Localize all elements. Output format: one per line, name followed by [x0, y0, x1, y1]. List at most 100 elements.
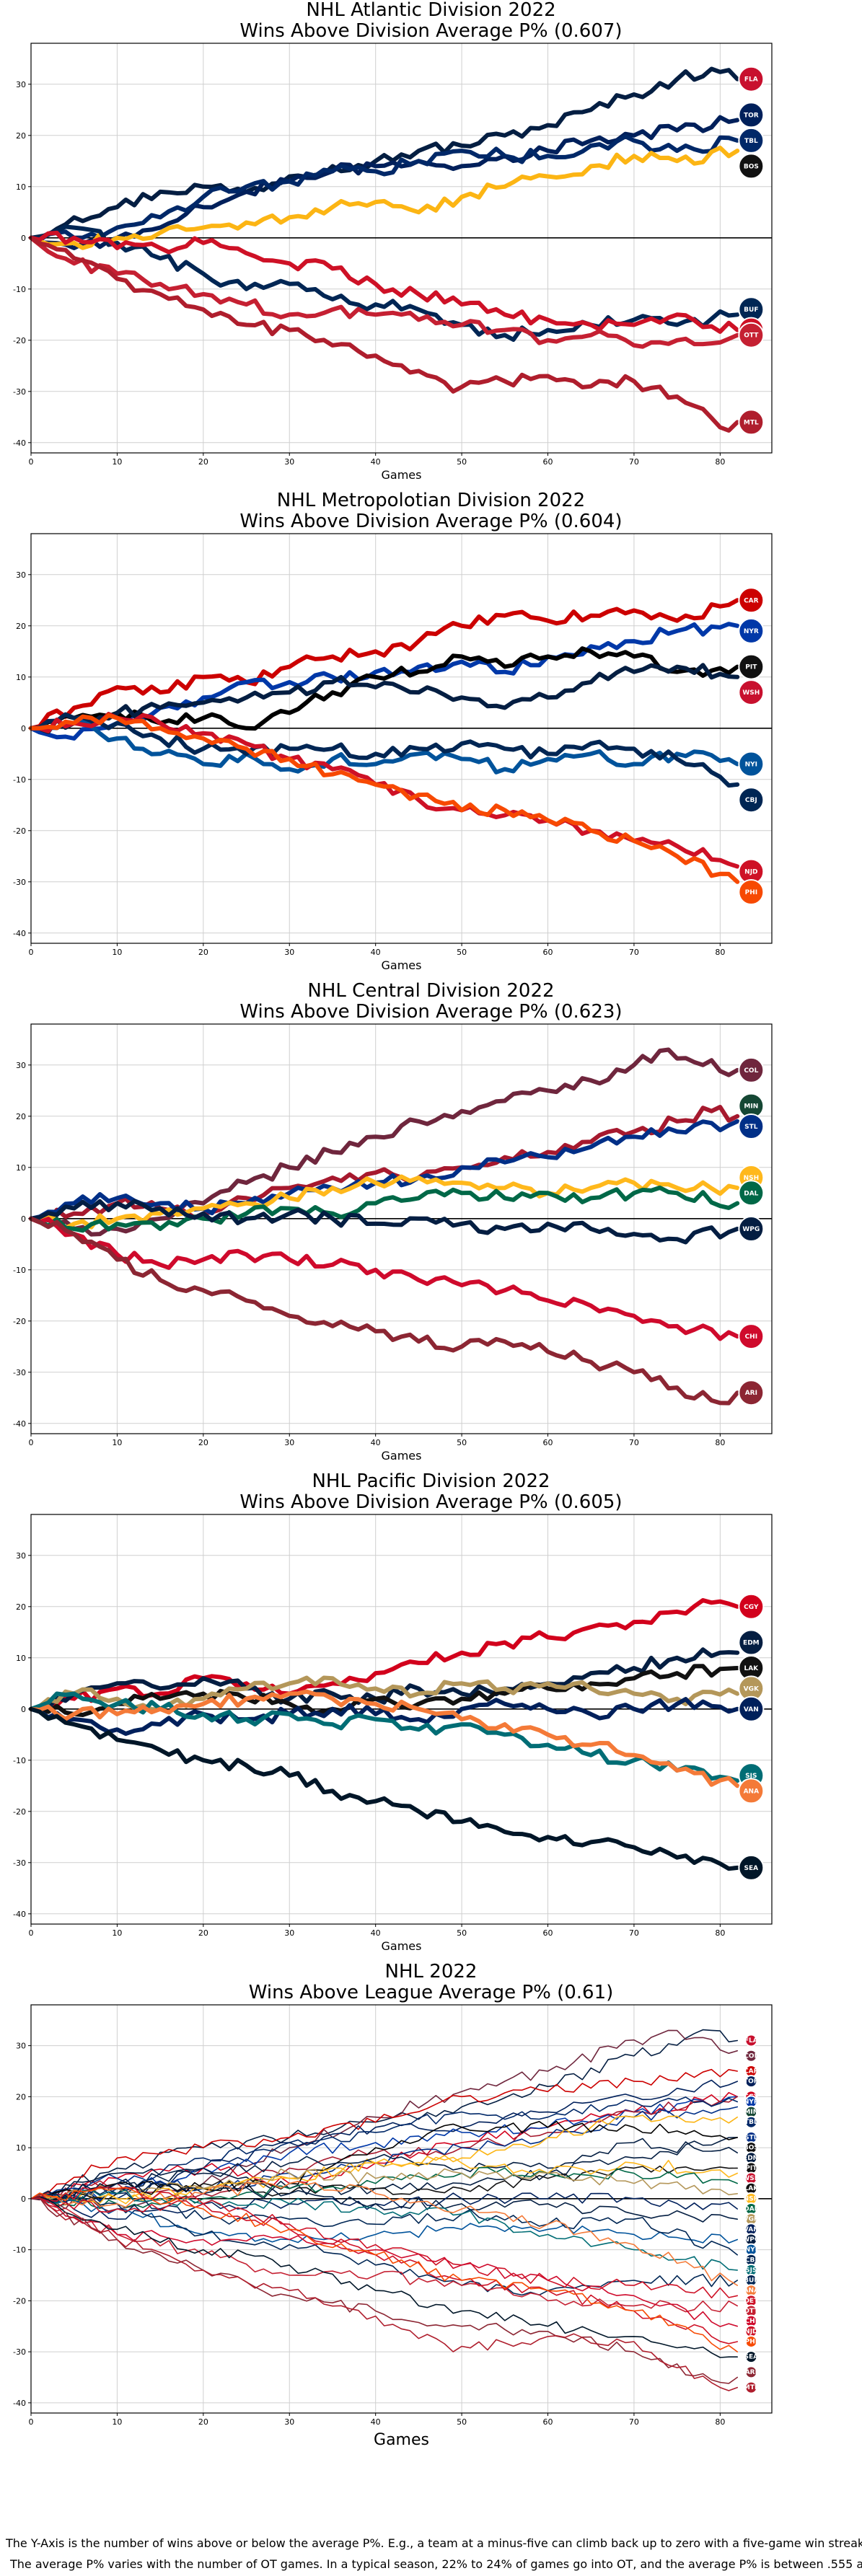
- team-logo-label: BUF: [744, 306, 758, 314]
- chart-title: NHL Metropolotian Division 2022: [276, 490, 586, 511]
- series-line-vancouver-canucks: [30, 2192, 738, 2220]
- series-line-st-louis-blues: [29, 1119, 740, 1221]
- series-line-calgary-flames: [30, 2091, 738, 2201]
- team-logos: CGY EDM LAK VGK VAN SJS ANA SEA: [738, 1593, 765, 1881]
- team-logo-circle: [744, 2381, 758, 2394]
- y-tick-label: -10: [13, 285, 26, 294]
- chart-panel-pacific: NHL Pacific Division 2022 Wins Above Div…: [0, 1471, 862, 1962]
- chart-panel-metropolitan: NHL Metropolotian Division 2022 Wins Abo…: [0, 490, 862, 981]
- grid: [30, 534, 772, 943]
- team-logo-label: ARI: [745, 1390, 757, 1397]
- team-logos: CAR NYR PIT WSH NYI CBJ NJD PHI: [738, 587, 765, 905]
- series-line-montreal-canadiens: [29, 235, 740, 433]
- y-tick-label: 30: [16, 1551, 26, 1561]
- team-logo-label: DET: [744, 2298, 759, 2305]
- y-tick-label: -30: [13, 1858, 26, 1868]
- team-logo-label: COL: [744, 2052, 758, 2060]
- team-logo-icon: WSH: [738, 679, 765, 706]
- team-logos: FLATORTBLBOSBUFDETOTTMTL: [738, 66, 765, 436]
- chart-plot: FLATORTBLBOSBUFDETOTTMTL0102030405060708…: [13, 43, 773, 482]
- team-logo-label: ANA: [744, 1788, 759, 1795]
- team-logo-circle: [738, 1593, 765, 1620]
- chart-subtitle: Wins Above Division Average P% (0.605): [239, 1491, 623, 1513]
- team-logo-icon: TOR: [738, 102, 765, 128]
- team-logo-icon: BOS: [738, 153, 765, 180]
- x-tick-label: 10: [112, 1928, 122, 1938]
- chart-panel-league: NHL 2022 Wins Above League Average P% (0…: [0, 1962, 862, 2466]
- x-tick-label: 10: [112, 1438, 122, 1447]
- team-logo-label: SJS: [745, 2267, 757, 2274]
- y-tick-label: -40: [13, 1419, 26, 1429]
- team-logo-circle: [738, 1113, 765, 1139]
- team-logo-circle: [738, 1323, 765, 1350]
- y-tick-label: 30: [16, 570, 26, 580]
- series-line-winnipeg-jets: [30, 2182, 738, 2223]
- team-logo-label: TOR: [744, 112, 759, 119]
- team-logo-circle: [738, 153, 765, 180]
- x-tick-label: 30: [284, 457, 294, 467]
- team-logo-circle: [738, 617, 765, 644]
- y-tick-label: 0: [21, 1214, 26, 1224]
- y-tick-label: 0: [21, 1705, 26, 1714]
- team-logo-label: STL: [744, 1124, 758, 1131]
- y-tick-label: -20: [13, 1317, 26, 1326]
- series-line-edmonton-oilers: [29, 1647, 740, 1711]
- team-logo-circle: [744, 2075, 758, 2088]
- x-tick-label: 60: [543, 457, 553, 467]
- team-logo-circle: [738, 1695, 765, 1722]
- team-logo-label: LAK: [744, 1665, 759, 1672]
- series-line-columbus-blue-jackets: [29, 712, 740, 788]
- series-line-pittsburgh-penguins: [30, 2120, 738, 2200]
- team-logo-label: VAN: [744, 1706, 759, 1713]
- x-tick-label: 80: [715, 1928, 725, 1938]
- series-line-detroit-red-wings: [29, 230, 740, 334]
- team-logo-circle: [738, 587, 765, 614]
- team-logo-icon: CGY: [738, 1593, 765, 1620]
- x-tick-label: 60: [543, 1928, 553, 1938]
- team-logo-circle: [738, 322, 765, 348]
- team-logo-circle: [738, 787, 765, 813]
- series-line-arizona-coyotes: [30, 2197, 738, 2384]
- series-line-dallas-stars: [29, 1185, 740, 1233]
- chart-panel-atlantic: NHL Atlantic Division 2022 Wins Above Di…: [0, 0, 862, 490]
- team-logo-icon: CHI: [738, 1323, 765, 1350]
- axes-frame: [30, 43, 773, 454]
- series-line-anaheim-ducks: [29, 1689, 740, 1788]
- series-line-carolina-hurricanes: [29, 598, 740, 731]
- team-logo-label: WSH: [742, 2175, 760, 2182]
- x-tick-label: 20: [198, 1438, 208, 1447]
- team-logo-label: BUF: [744, 2277, 758, 2285]
- team-logo-icon: COL: [744, 2049, 759, 2063]
- y-tick-label: -20: [13, 826, 26, 836]
- series-line-tampa-bay-lightning: [30, 2096, 738, 2202]
- y-tick-label: 10: [16, 1654, 26, 1663]
- x-tick-label: 20: [198, 457, 208, 467]
- y-tick-label: 10: [16, 1163, 26, 1173]
- team-logo-label: PIT: [745, 2165, 757, 2172]
- team-logo-circle: [744, 2350, 758, 2364]
- team-logo-circle: [738, 1057, 765, 1083]
- series-line-chicago-blackhawks: [29, 1216, 740, 1341]
- y-tick-label: -40: [13, 438, 26, 448]
- team-logo-icon: TBL: [738, 127, 765, 154]
- series-group: [29, 598, 740, 884]
- team-logo-label: FLA: [744, 2037, 758, 2045]
- y-tick-label: 10: [16, 673, 26, 682]
- team-logo-circle: [738, 1380, 765, 1406]
- team-logo-label: EDM: [743, 2155, 760, 2162]
- team-logo-circle: [738, 66, 765, 92]
- team-logo-label: PIT: [745, 664, 757, 671]
- team-logo-label: CGY: [744, 1604, 759, 1611]
- team-logo-label: NYI: [745, 2246, 757, 2254]
- series-line-philadelphia-flyers: [29, 713, 740, 884]
- team-logo-label: OTT: [744, 332, 759, 340]
- series-line-toronto-maple-leafs: [29, 115, 740, 250]
- team-logo-icon: PHI: [738, 879, 765, 905]
- series-line-boston-bruins: [29, 145, 740, 250]
- team-logo-icon: WPG: [738, 1216, 765, 1242]
- team-logo-label: NSH: [744, 1175, 760, 1182]
- series-line-washington-capitals: [29, 663, 740, 734]
- y-tick-label: 20: [16, 1602, 26, 1612]
- team-logo-circle: [738, 653, 765, 680]
- series-line-colorado-avalanche: [29, 1047, 740, 1237]
